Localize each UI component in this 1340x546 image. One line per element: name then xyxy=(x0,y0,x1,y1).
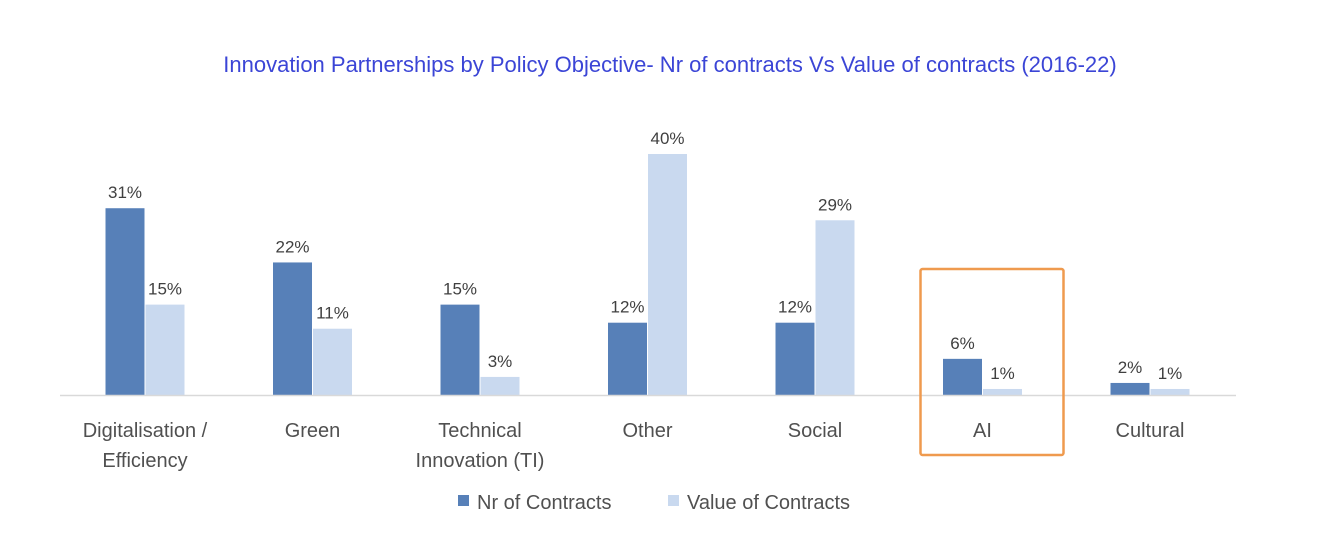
x-tick-label-technical-innovation-ti-line-2: Innovation (TI) xyxy=(416,450,545,472)
bar-nr-of-contracts-other xyxy=(608,322,647,395)
data-label-nr-of-contracts-other: 12% xyxy=(610,298,644,317)
x-tick-label-social: Social xyxy=(788,420,842,442)
bar-value-of-contracts-cultural xyxy=(1150,388,1190,395)
data-label-value-of-contracts-digitalisation-efficiency: 15% xyxy=(148,280,182,299)
data-label-value-of-contracts-cultural: 1% xyxy=(1158,364,1183,383)
data-label-nr-of-contracts-technical-innovation-ti: 15% xyxy=(443,280,477,299)
data-label-nr-of-contracts-cultural: 2% xyxy=(1118,358,1143,377)
x-tick-label-other: Other xyxy=(622,420,672,442)
bar-value-of-contracts-other xyxy=(648,154,687,395)
bar-nr-of-contracts-social xyxy=(775,322,815,395)
x-tick-label-digitalisation-efficiency-line-1: Digitalisation / xyxy=(83,420,208,442)
data-label-value-of-contracts-ai: 1% xyxy=(990,364,1015,383)
bar-nr-of-contracts-ai xyxy=(943,358,982,395)
data-label-value-of-contracts-other: 40% xyxy=(650,129,684,148)
data-label-nr-of-contracts-ai: 6% xyxy=(950,334,975,353)
data-label-nr-of-contracts-social: 12% xyxy=(778,298,812,317)
bar-nr-of-contracts-green xyxy=(273,262,312,395)
bar-value-of-contracts-digitalisation-efficiency xyxy=(145,304,185,395)
bar-value-of-contracts-ai xyxy=(983,388,1022,395)
x-tick-label-digitalisation-efficiency-line-2: Efficiency xyxy=(102,450,187,472)
bar-nr-of-contracts-cultural xyxy=(1110,382,1150,395)
data-label-value-of-contracts-green: 11% xyxy=(316,304,349,323)
legend-swatch-nr-of-contracts xyxy=(458,495,469,506)
x-tick-label-green: Green xyxy=(285,420,341,442)
legend-label-nr-of-contracts: Nr of Contracts xyxy=(477,492,611,514)
data-label-nr-of-contracts-digitalisation-efficiency: 31% xyxy=(108,183,142,202)
bar-value-of-contracts-technical-innovation-ti xyxy=(480,376,520,395)
legend-swatch-value-of-contracts xyxy=(668,495,679,506)
data-label-nr-of-contracts-green: 22% xyxy=(275,237,309,256)
chart-title: Innovation Partnerships by Policy Object… xyxy=(223,52,1116,77)
bars-layer xyxy=(105,154,1190,395)
x-tick-label-technical-innovation-ti-line-1: Technical xyxy=(438,420,521,442)
bar-value-of-contracts-social xyxy=(815,220,855,395)
highlight-box-ai xyxy=(919,267,1065,457)
bar-nr-of-contracts-digitalisation-efficiency xyxy=(105,208,145,395)
legend-label-value-of-contracts: Value of Contracts xyxy=(687,492,850,514)
x-tick-label-ai: AI xyxy=(973,420,992,442)
data-labels-layer: 31% 15% 22% 11% 15% 3% 12% 40% 12% 29% 6% 1% 2% 1% xyxy=(108,129,1182,383)
bar-value-of-contracts-green xyxy=(313,328,352,395)
data-label-value-of-contracts-social: 29% xyxy=(818,195,852,214)
data-label-value-of-contracts-technical-innovation-ti: 3% xyxy=(488,352,513,371)
x-tick-labels: Digitalisation / Efficiency Green Technical… xyxy=(83,420,1185,472)
x-tick-label-cultural: Cultural xyxy=(1116,420,1185,442)
bar-nr-of-contracts-technical-innovation-ti xyxy=(440,304,480,395)
legend: Nr of Contracts Value of Contracts xyxy=(458,492,850,514)
